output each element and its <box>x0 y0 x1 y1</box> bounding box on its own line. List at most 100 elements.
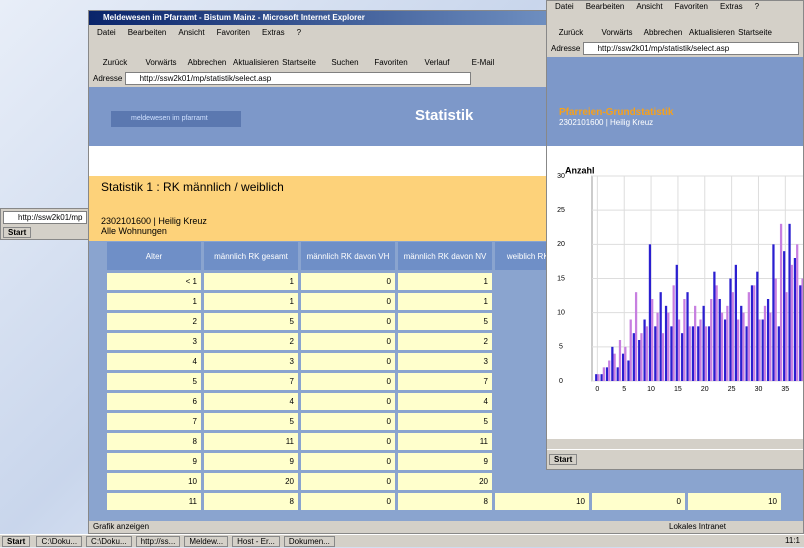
status-bar: Grafik anzeigen Lokales Intranet <box>89 521 804 534</box>
start-button[interactable]: Start <box>3 227 31 238</box>
toolbar-button[interactable]: Zurück <box>551 28 591 37</box>
bar <box>758 320 760 382</box>
menu-item[interactable]: Bearbeiten <box>586 2 625 11</box>
bar <box>606 367 608 381</box>
banner: Pfarreien-Grundstatistik 2302101600 | He… <box>547 57 804 146</box>
table-cell: 20 <box>398 473 492 490</box>
toolbar-button[interactable]: Suchen <box>325 58 365 67</box>
table-cell: 11 <box>398 433 492 450</box>
bar <box>762 320 764 382</box>
bar <box>617 367 619 381</box>
table-cell: 0 <box>301 413 395 430</box>
menu-item[interactable]: Datei <box>97 28 116 37</box>
banner-title: Statistik <box>415 107 473 124</box>
toolbar-button[interactable]: Vorwärts <box>141 58 181 67</box>
toolbar-button[interactable]: Vorwärts <box>597 28 637 37</box>
table-cell: 8 <box>107 433 201 450</box>
bar <box>678 320 680 382</box>
task-button[interactable]: Meldew... <box>184 536 228 547</box>
bar <box>716 285 718 381</box>
bar <box>683 299 685 381</box>
table-cell: 20 <box>204 473 298 490</box>
x-tick-label: 5 <box>622 386 626 391</box>
bar <box>656 313 658 381</box>
table-cell: 10 <box>107 473 201 490</box>
bar <box>708 326 710 381</box>
y-tick-label: 0 <box>559 378 563 385</box>
bar <box>622 354 624 381</box>
toolbar-button[interactable]: Aktualisieren <box>689 28 729 37</box>
table-cell: 9 <box>107 453 201 470</box>
bar <box>600 374 602 381</box>
chart: Anzahl0510152025300510152025303540 <box>547 151 804 391</box>
menu-item[interactable]: Favoriten <box>217 28 250 37</box>
bar <box>753 285 755 381</box>
toolbar-button[interactable]: Startseite <box>279 58 319 67</box>
bar <box>799 285 801 381</box>
bar <box>608 361 610 382</box>
table-cell: 2 <box>204 333 298 350</box>
bar <box>724 320 726 382</box>
toolbar-button[interactable]: Abbrechen <box>643 28 683 37</box>
y-tick-label: 5 <box>559 344 563 351</box>
table-cell: 5 <box>204 413 298 430</box>
inner-taskbar: Start <box>547 449 804 470</box>
address-field[interactable]: http://ssw2k01/mp/statistik/select.asp <box>125 72 471 85</box>
table-cell: 0 <box>301 313 395 330</box>
table-row: 1020020 <box>107 473 781 490</box>
table-cell: 8 <box>204 493 298 510</box>
menu-item[interactable]: Ansicht <box>178 28 204 37</box>
bar <box>673 285 675 381</box>
toolbar-button[interactable]: Abbrechen <box>187 58 227 67</box>
toolbar-button[interactable]: E-Mail <box>463 58 503 67</box>
bar <box>780 224 782 381</box>
bar <box>791 265 793 381</box>
task-button[interactable]: Host - Er... <box>232 536 280 547</box>
menu-item[interactable]: Bearbeiten <box>128 28 167 37</box>
table-cell: 3 <box>107 333 201 350</box>
toolbar-button[interactable]: Startseite <box>735 28 775 37</box>
menu-item[interactable]: Favoriten <box>675 2 708 11</box>
toolbar-button[interactable]: Zurück <box>95 58 135 67</box>
bar <box>667 313 669 381</box>
task-button[interactable]: C:\Doku... <box>86 536 132 547</box>
bar <box>748 292 750 381</box>
bar <box>785 292 787 381</box>
desktop: http://ssw2k01/mp Start Meldewesen im Pf… <box>0 0 804 547</box>
menu-item[interactable]: Ansicht <box>636 2 662 11</box>
address-field[interactable]: http://ssw2k01/mp/statistik/select.asp <box>583 42 799 55</box>
bar <box>660 292 662 381</box>
table-cell: 0 <box>301 393 395 410</box>
x-tick-label: 10 <box>647 386 655 391</box>
task-button[interactable]: Dokumen... <box>284 536 335 547</box>
table-cell: 5 <box>204 313 298 330</box>
toolbar-button[interactable]: Verlauf <box>417 58 457 67</box>
toolbar-button[interactable]: Aktualisieren <box>233 58 273 67</box>
menu-item[interactable]: ? <box>297 28 301 37</box>
bar <box>745 326 747 381</box>
menu-item[interactable]: ? <box>755 2 759 11</box>
y-tick-label: 25 <box>557 207 565 214</box>
bar <box>649 244 651 381</box>
address-bar: Adresse http://ssw2k01/mp/statistik/sele… <box>547 40 803 58</box>
bar <box>767 299 769 381</box>
menu-item[interactable]: Datei <box>555 2 574 11</box>
table-cell: 0 <box>301 293 395 310</box>
task-button[interactable]: C:\Doku... <box>36 536 82 547</box>
task-button[interactable]: http://ss... <box>136 536 181 547</box>
bar <box>643 320 645 382</box>
start-button[interactable]: Start <box>2 536 30 547</box>
table-cell: 9 <box>398 453 492 470</box>
bar <box>775 279 777 382</box>
toolbar-button[interactable]: Favoriten <box>371 58 411 67</box>
page: Pfarreien-Grundstatistik 2302101600 | He… <box>547 57 804 439</box>
x-tick-label: 20 <box>701 386 709 391</box>
start-button[interactable]: Start <box>549 454 577 465</box>
bar <box>740 306 742 381</box>
bar <box>783 251 785 381</box>
bar <box>635 292 637 381</box>
menu-item[interactable]: Extras <box>262 28 285 37</box>
table-cell: 11 <box>107 493 201 510</box>
logo: meldewesen im pfarramt <box>111 111 241 127</box>
menu-item[interactable]: Extras <box>720 2 743 11</box>
